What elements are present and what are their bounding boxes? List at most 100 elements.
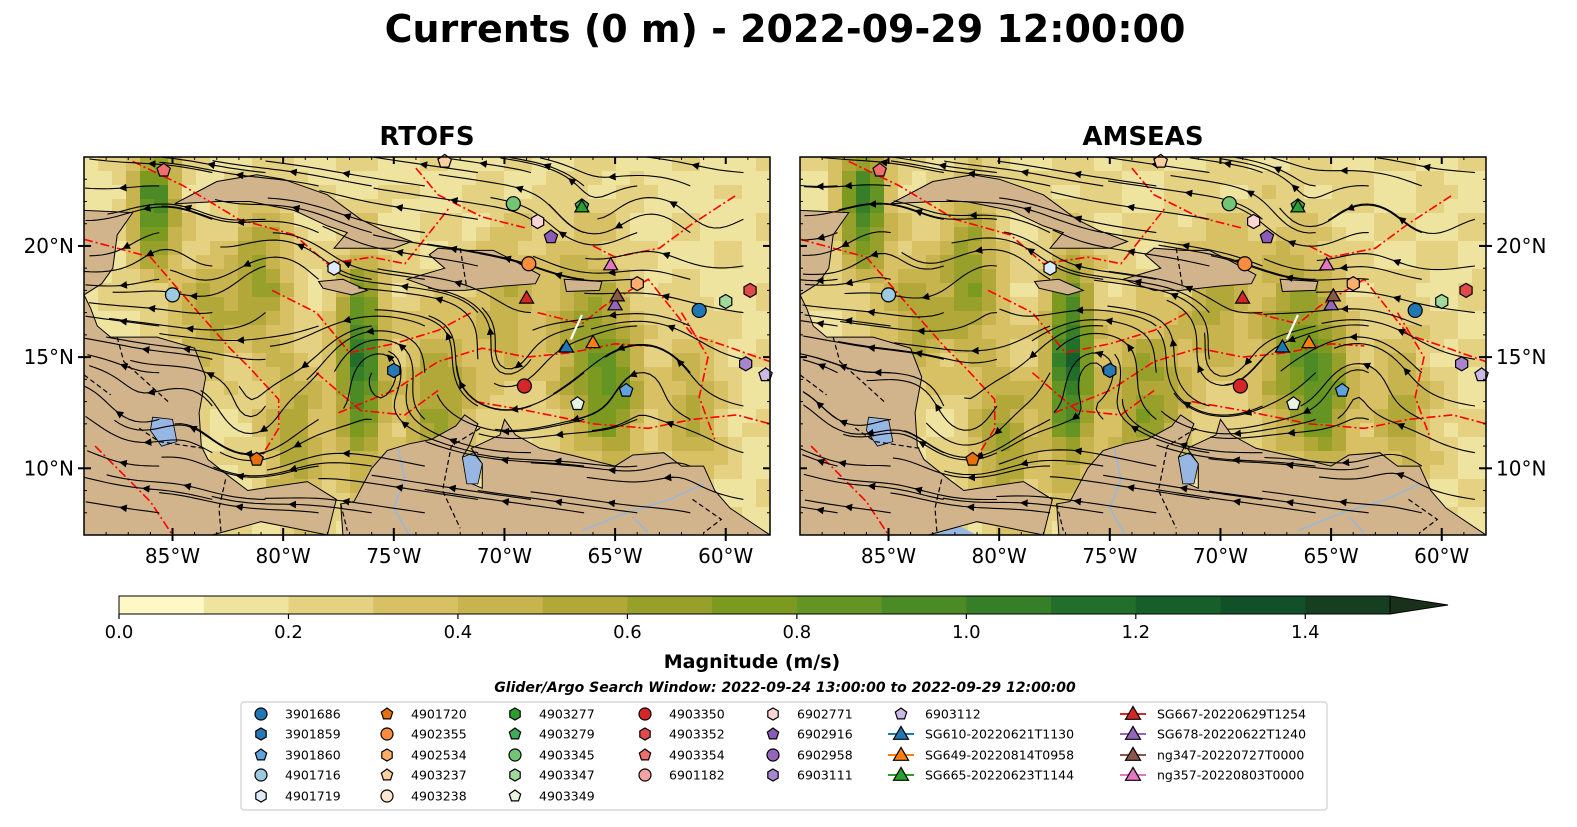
legend-label: 3901859 (285, 727, 341, 742)
legend-item: 4903238 (380, 789, 467, 804)
rtofs-marker-6902916 (543, 229, 559, 244)
amseas-marker-3901686 (1407, 302, 1423, 319)
colorbar-extend-arrow (1389, 595, 1449, 615)
amseas-marker-SG665-20220623T1144 (1289, 198, 1306, 213)
legend-item: 4903350 (638, 707, 725, 722)
legend-marker-hexagon (255, 727, 267, 741)
amseas-marker-SG667-20220629T1254 (1234, 289, 1251, 304)
colorbar-tick-label: 0.2 (274, 622, 303, 643)
legend-label: 6903112 (925, 707, 981, 722)
legend-item: 4903237 (380, 768, 467, 783)
amseas-lon-tick-label: 60°W (1414, 544, 1469, 568)
colorbar-tick-label: 1.0 (952, 622, 981, 643)
legend-marker-hexagon (509, 707, 521, 721)
colorbar-tick-label: 0.6 (613, 622, 642, 643)
legend-marker-pentagon (508, 789, 522, 802)
amseas-marker-6902771 (1246, 213, 1261, 230)
amseas-float-markers (872, 153, 1489, 466)
amseas-marker-6903112 (1474, 367, 1489, 382)
colorbar-swatch (966, 596, 1052, 614)
legend-item: 6903112 (894, 707, 981, 722)
colorbar-swatch (119, 596, 205, 614)
legend-item: 4903277 (509, 707, 595, 722)
amseas-marker-4903354 (872, 162, 888, 177)
legend-item: 4903347 (509, 768, 595, 783)
amseas-marker-ng357-20220803T0000 (1318, 256, 1335, 271)
legend-label: 4901716 (285, 768, 341, 783)
legend-label: 4901720 (411, 707, 467, 722)
legend-marker-circle (254, 707, 268, 721)
legend-marker-triangle (892, 725, 910, 740)
colorbar-swatch (203, 596, 290, 614)
rtofs-marker-4903354 (156, 162, 172, 177)
colorbar-swatch (288, 596, 374, 614)
legend-marker-circle (766, 748, 780, 762)
legend-label: 4903352 (669, 727, 725, 742)
legend-marker-hexagon (767, 768, 779, 782)
legend-item: 4901719 (255, 789, 341, 804)
rtofs-eez-boundaries (84, 160, 770, 535)
legend-label: 6902916 (797, 727, 853, 742)
colorbar-swatch (1305, 596, 1391, 614)
amseas-lon-tick-label: 80°W (972, 544, 1027, 568)
legend-item: ng357-20220803T0000 (1120, 766, 1304, 783)
rtofs-map-panel: RTOFS 85°W 80°W 75°W 70°W 65°W 60°W 20°N 15°N 10°… (24, 122, 773, 568)
legend-item: 3901860 (254, 748, 341, 763)
legend-item: 6903111 (767, 768, 853, 783)
rtofs-marker-4901716 (164, 287, 181, 303)
rtofs-marker-4903347 (719, 293, 733, 310)
amseas-panel-title: AMSEAS (1082, 122, 1203, 152)
rtofs-marker-ng347-20220727T0000 (609, 287, 626, 302)
amseas-frame (799, 156, 1487, 536)
colorbar-swatch (542, 596, 628, 614)
rtofs-marker-4902355 (521, 256, 537, 272)
legend-label: 4902534 (411, 748, 467, 763)
rtofs-marker-SG649-20220814T0958 (584, 334, 601, 349)
rtofs-frame (83, 156, 771, 536)
legend-marker-circle (638, 768, 652, 782)
legend-label: 4902355 (411, 727, 467, 742)
legend-label: SG667-20220629T1254 (1157, 707, 1306, 722)
amseas-marker-4902534 (1346, 276, 1360, 292)
legend-marker-circle (638, 707, 652, 721)
rtofs-lon-tick-label: 65°W (587, 544, 642, 568)
legend-label: 3901686 (285, 707, 341, 722)
colorbar-swatch (627, 596, 713, 614)
amseas-marker-3901859 (1103, 362, 1117, 379)
legend-label: 4903238 (411, 789, 467, 804)
legend-label: 4903279 (539, 727, 595, 742)
legend-marker-hexagon (767, 707, 779, 721)
rtofs-marker-3901686 (691, 302, 707, 319)
legend-item: 4902355 (380, 727, 467, 742)
legend-marker-triangle (1124, 705, 1142, 720)
colorbar-tick-label: 1.4 (1291, 622, 1320, 643)
legend-label: 4903237 (411, 768, 467, 783)
colorbar: 0.0 0.2 0.4 0.6 0.8 1.0 1.2 1.4 (105, 595, 1449, 643)
legend-marker-pentagon (638, 748, 652, 761)
rtofs-marker-4901720 (249, 451, 265, 466)
colorbar-swatch (712, 596, 798, 614)
legend-marker-circle (508, 748, 522, 762)
legend-item: 4903352 (639, 727, 725, 742)
legend: 3901686 3901859 3901860 4901716 4901719 49017… (240, 701, 1328, 811)
legend-label: 4903347 (539, 768, 595, 783)
amseas-marker-4901716 (880, 287, 897, 303)
amseas-lon-tick-label: 85°W (861, 544, 916, 568)
amseas-marker-4903350 (1232, 378, 1248, 394)
colorbar-swatch (1051, 596, 1137, 614)
legend-label: 6902771 (797, 707, 853, 722)
legend-marker-circle (380, 789, 394, 803)
legend-label: 4903349 (539, 789, 595, 804)
legend-marker-triangle (892, 766, 910, 781)
legend-label: 4903277 (539, 707, 595, 722)
rtofs-marker-3901860 (618, 382, 634, 397)
amseas-marker-ng347-20220727T0000 (1325, 287, 1342, 302)
rtofs-lat-tick-label: 15°N (24, 345, 74, 369)
amseas-marker-4901719 (1043, 260, 1057, 276)
rtofs-marker-SG665-20220623T1144 (573, 198, 590, 213)
legend-label: SG678-20220622T1240 (1157, 727, 1306, 742)
rtofs-lat-tick-label: 20°N (24, 234, 74, 258)
legend-label: 6902958 (797, 748, 853, 763)
amseas-marker-4903347 (1435, 293, 1449, 310)
colorbar-swatch (881, 596, 967, 614)
